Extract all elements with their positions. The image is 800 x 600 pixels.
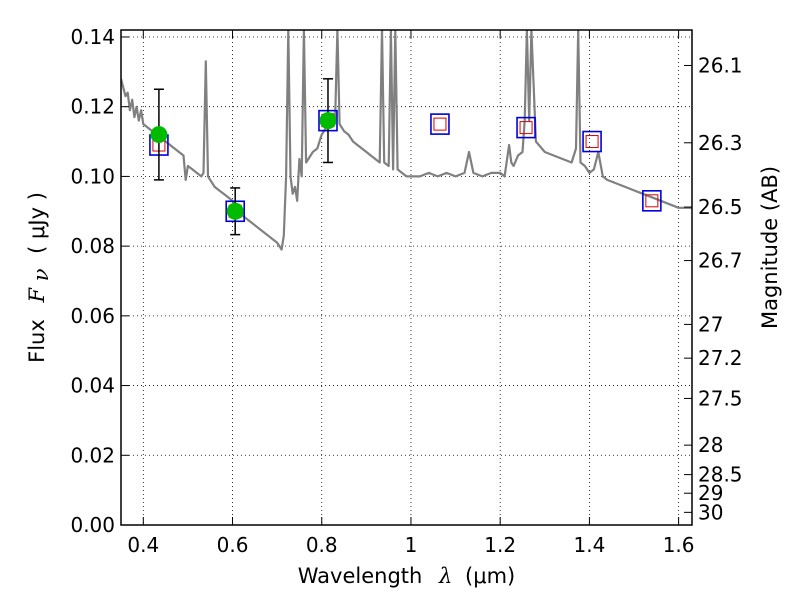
x-axis-label-symbol: λ <box>438 564 452 588</box>
plot-frame <box>120 29 693 526</box>
y2-tick-label: 27 <box>698 312 723 336</box>
x-axis-label-text: Wavelength <box>298 564 423 588</box>
y-axis-label: Flux F ν ( μJy ) <box>25 192 53 363</box>
x-tick-label: 1.6 <box>663 533 695 557</box>
y-axis-label-unit: ( μJy ) <box>25 192 49 254</box>
model-photometry-box <box>516 116 536 139</box>
model-photometry-box <box>642 190 662 212</box>
model-photometry-box <box>430 113 450 135</box>
grid <box>121 30 692 526</box>
y2-tick-label: 29 <box>698 481 723 505</box>
y2-tick-label: 30 <box>698 500 723 524</box>
y2-tick-label: 28.5 <box>698 463 743 487</box>
y2-tick-label: 26.7 <box>698 249 743 273</box>
x-tick-label: 0.6 <box>217 533 249 557</box>
x-axis-label-unit: (μm) <box>465 564 515 588</box>
observed-photometry-point <box>150 126 168 144</box>
y-tick-label: 0.08 <box>70 234 115 258</box>
plot-area <box>121 30 692 251</box>
y2-tick-label: 28 <box>698 433 723 457</box>
observed-photometry-point <box>226 202 244 220</box>
x-axis-label: Wavelength λ (μm) <box>298 564 515 588</box>
x-tick-label: 0.8 <box>306 533 338 557</box>
y-tick-label: 0.06 <box>70 304 115 328</box>
y-tick-label: 0.02 <box>70 443 115 467</box>
y-tick-label: 0.10 <box>70 164 115 188</box>
x-tick-label: 1 <box>405 533 418 557</box>
y-tick-label: 0.12 <box>70 95 115 119</box>
y-axis-label-text: Flux <box>25 319 49 363</box>
observed-photometry-point <box>319 112 337 130</box>
model-spectrum-line <box>121 30 692 251</box>
model-photometry-inner <box>519 121 533 135</box>
axis-labels: Wavelength λ (μm) Flux F ν ( μJy ) Magni… <box>25 166 782 588</box>
model-photometry-box <box>582 130 602 153</box>
model-photometry-inner <box>433 117 447 131</box>
y2-tick-label: 27.2 <box>698 346 743 370</box>
y-axis-label-subscript: ν <box>29 268 53 281</box>
model-photometry-inner <box>645 194 659 208</box>
y2-tick-label: 26.5 <box>698 195 743 219</box>
x-tick-label: 1.4 <box>573 533 605 557</box>
x-tick-label: 0.4 <box>127 533 159 557</box>
y2-tick-label: 26.1 <box>698 53 743 77</box>
y2-tick-label: 26.3 <box>698 131 743 155</box>
y-tick-label: 0.00 <box>70 513 115 537</box>
y2-tick-label: 27.5 <box>698 386 743 410</box>
y-tick-label: 0.04 <box>70 374 115 398</box>
model-photometry-inner <box>585 135 599 149</box>
y2-axis-label: Magnitude (AB) <box>758 166 782 329</box>
y-tick-label: 0.14 <box>70 25 115 49</box>
y-axis-label-symbol: F <box>25 287 49 304</box>
x-tick-label: 1.2 <box>484 533 516 557</box>
axis-ticks: 0.4 0.6 0.8 1 1.2 1.4 1.6 0.00 0.02 0.04 0.06 0.08 0… <box>70 25 742 557</box>
